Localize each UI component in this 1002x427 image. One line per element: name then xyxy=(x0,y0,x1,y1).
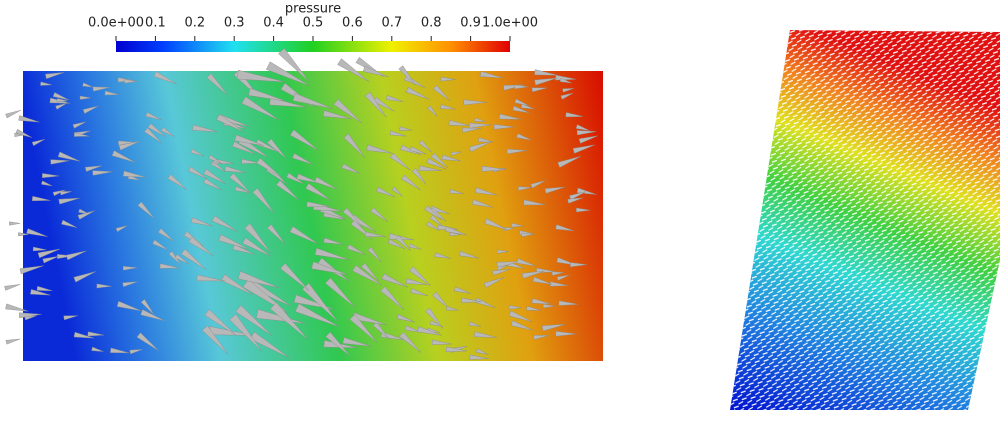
tick-label: 0.2 xyxy=(184,16,205,31)
tick-label: 1.0e+00 xyxy=(482,16,538,31)
arrow xyxy=(9,222,20,226)
tick-label: 0.5 xyxy=(303,16,324,31)
tick-label: 0.8 xyxy=(421,16,442,31)
tick-label: 0.6 xyxy=(342,16,363,31)
colorbar-title: pressure xyxy=(285,2,341,17)
tick-label: 0.7 xyxy=(381,16,402,31)
arrow xyxy=(5,284,21,290)
tick-label: 0.3 xyxy=(224,16,245,31)
tick-label: 0.0e+00 xyxy=(88,16,144,31)
tick-label: 0.9 xyxy=(460,16,481,31)
page: pressure 0.0e+000.1 0.2 0.3 0.4 0.5 0.6 0.7 0.8… xyxy=(0,0,1002,427)
surface-mesh xyxy=(730,30,1000,410)
tick-label: 0.1 xyxy=(145,16,166,31)
arrow xyxy=(6,339,20,344)
colorbar xyxy=(116,41,510,52)
render-view: pressure 0.0e+000.1 0.2 0.3 0.4 0.5 0.6 0.7 0.8… xyxy=(0,0,1002,427)
arrow xyxy=(6,110,21,118)
tick-label: 0.4 xyxy=(263,16,284,31)
